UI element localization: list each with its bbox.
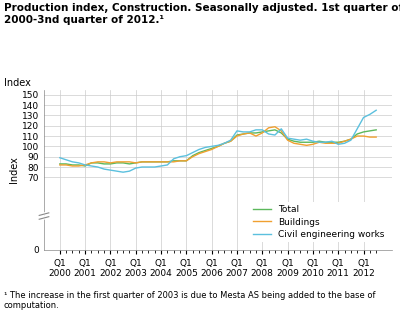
Line: Total: Total: [60, 130, 376, 166]
Civil engineering works: [58, 156, 62, 160]
Line: Civil engineering works: Civil engineering works: [60, 110, 376, 172]
Total: [58, 162, 62, 166]
Text: Index: Index: [4, 78, 31, 88]
Civil engineering works: [133, 166, 138, 170]
Total: [298, 140, 303, 144]
Civil engineering works: [165, 163, 170, 167]
Legend: Total, Buildings, Civil engineering works: Total, Buildings, Civil engineering work…: [250, 202, 388, 242]
Buildings: [368, 135, 372, 139]
Line: Buildings: Buildings: [60, 127, 376, 166]
Total: [368, 129, 372, 133]
Civil engineering works: [292, 137, 296, 141]
Total: [165, 160, 170, 164]
Text: Production index, Construction. Seasonally adjusted. 1st quarter of
2000-3nd qua: Production index, Construction. Seasonal…: [4, 3, 400, 25]
Civil engineering works: [368, 112, 372, 116]
Buildings: [298, 142, 303, 146]
Buildings: [374, 135, 378, 139]
Total: [83, 164, 88, 168]
Buildings: [165, 160, 170, 164]
Buildings: [272, 125, 277, 129]
Text: ¹ The increase in the first quarter of 2003 is due to Mesta AS being added to th: ¹ The increase in the first quarter of 2…: [4, 291, 376, 310]
Civil engineering works: [272, 133, 277, 137]
Civil engineering works: [159, 164, 164, 168]
Total: [133, 161, 138, 165]
Buildings: [70, 164, 75, 168]
Total: [374, 128, 378, 132]
Civil engineering works: [374, 108, 378, 112]
Total: [279, 131, 284, 135]
Buildings: [279, 129, 284, 133]
Buildings: [159, 160, 164, 164]
Total: [272, 128, 277, 132]
Civil engineering works: [121, 170, 126, 174]
Buildings: [133, 161, 138, 165]
Buildings: [58, 163, 62, 167]
Y-axis label: Index: Index: [9, 156, 19, 183]
Total: [159, 160, 164, 164]
